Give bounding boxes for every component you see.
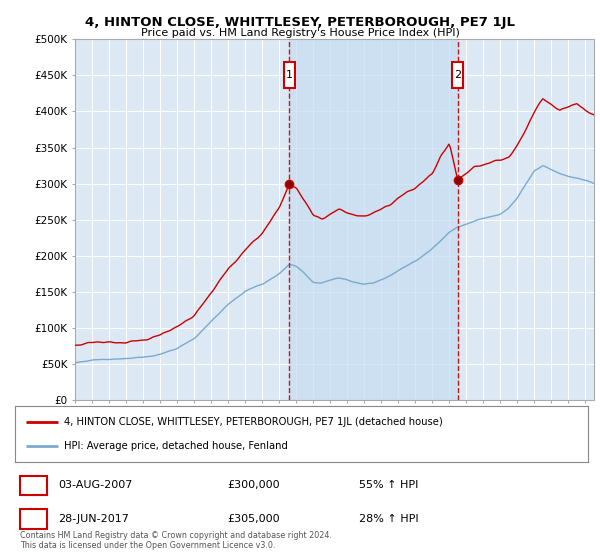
Text: 55% ↑ HPI: 55% ↑ HPI [359,480,418,491]
Bar [289,39,458,400]
Text: £300,000: £300,000 [227,480,280,491]
FancyBboxPatch shape [20,509,47,529]
FancyBboxPatch shape [284,62,295,88]
Text: 4, HINTON CLOSE, WHITTLESEY, PETERBOROUGH, PE7 1JL: 4, HINTON CLOSE, WHITTLESEY, PETERBOROUG… [85,16,515,29]
Text: 1: 1 [286,71,293,80]
FancyBboxPatch shape [20,475,47,495]
Text: 1: 1 [30,480,37,491]
Text: Contains HM Land Registry data © Crown copyright and database right 2024.
This d: Contains HM Land Registry data © Crown c… [20,530,331,550]
Text: Price paid vs. HM Land Registry's House Price Index (HPI): Price paid vs. HM Land Registry's House … [140,28,460,38]
FancyBboxPatch shape [452,62,463,88]
Text: 2: 2 [30,514,37,524]
Text: 28% ↑ HPI: 28% ↑ HPI [359,514,418,524]
Text: 4, HINTON CLOSE, WHITTLESEY, PETERBOROUGH, PE7 1JL (detached house): 4, HINTON CLOSE, WHITTLESEY, PETERBOROUG… [64,417,442,427]
Text: HPI: Average price, detached house, Fenland: HPI: Average price, detached house, Fenl… [64,441,287,451]
Text: 28-JUN-2017: 28-JUN-2017 [58,514,129,524]
Text: 2: 2 [454,71,461,80]
Text: 03-AUG-2007: 03-AUG-2007 [58,480,133,491]
Text: £305,000: £305,000 [227,514,280,524]
